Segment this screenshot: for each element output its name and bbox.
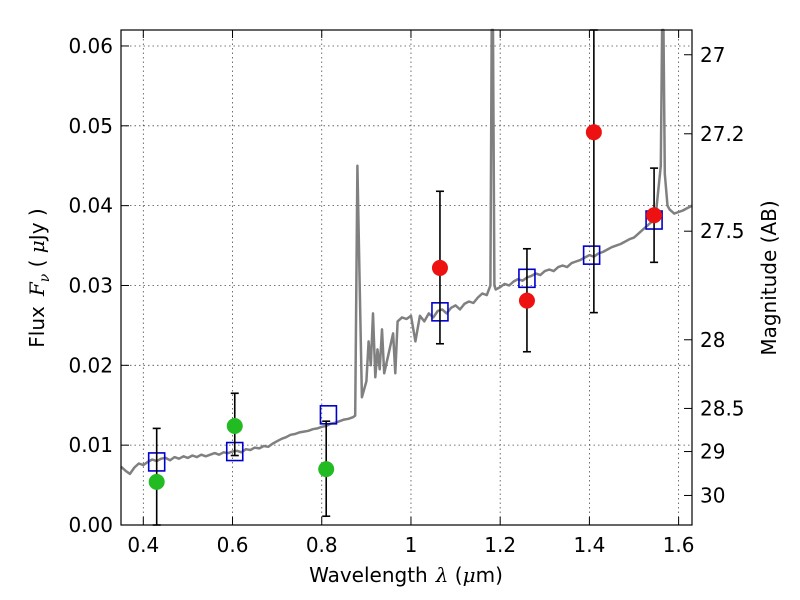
model-square-point [319, 405, 338, 425]
x-tick-label: 0.8 [306, 533, 338, 557]
y-axis-symbol: F [25, 281, 49, 297]
red-data-point [646, 207, 663, 224]
y2-axis-title: Magnitude (AB) [757, 200, 781, 355]
x-axis-units-open: ( [448, 563, 462, 587]
x-axis-units-mu: μ [463, 563, 476, 587]
y-tick-label: 0.04 [68, 194, 113, 218]
ticks: 0.4 0.6 0.8 1 1.2 1.4 1.6 0.00 0.01 0.02 0.03 0.04 0… [68, 30, 745, 557]
x-tick-label: 0.4 [127, 533, 159, 557]
grid [121, 30, 692, 526]
x-tick-label: 1 [405, 533, 418, 557]
y-axis-units-open: ( [25, 253, 49, 274]
red-data-point [431, 259, 448, 276]
x-tick-label: 1.4 [573, 533, 605, 557]
y-tick-label: 0.00 [68, 513, 113, 537]
y-axis-title: Flux Fν ( μJy ) [25, 208, 53, 347]
series-layer [120, 28, 693, 526]
y2-tick-label: 29 [700, 440, 725, 464]
plot-frame [120, 29, 693, 526]
red-data-point [585, 124, 602, 141]
y-tick-label: 0.05 [68, 114, 113, 138]
y2-tick-label: 27 [700, 43, 725, 67]
x-axis-title-prefix: Wavelength [309, 563, 428, 587]
y2-tick-label: 27.2 [700, 122, 745, 146]
y-axis-units-mu: μ [25, 240, 49, 253]
y-axis-title-prefix: Flux [25, 306, 49, 348]
y-tick-label: 0.02 [68, 353, 113, 377]
x-tick-label: 1.2 [484, 533, 516, 557]
y-tick-label: 0.06 [68, 34, 113, 58]
y2-tick-label: 28.5 [700, 396, 745, 420]
y-axis-units-rest: Jy ) [25, 208, 49, 242]
red-data-point [518, 292, 535, 309]
y2-tick-label: 30 [700, 483, 725, 507]
y-tick-label: 0.01 [68, 433, 113, 457]
x-axis-units-rest: m) [476, 563, 503, 587]
y2-tick-label: 28 [700, 328, 725, 352]
model-square-point [582, 245, 601, 265]
y2-tick-label: 27.5 [700, 219, 745, 243]
x-axis-title: Wavelength λ (μm) [309, 563, 503, 587]
x-axis-symbol: λ [435, 563, 449, 587]
x-tick-label: 0.6 [217, 533, 249, 557]
y-axis-subscript: ν [37, 273, 53, 282]
y-tick-label: 0.03 [68, 273, 113, 297]
green-data-point [318, 461, 335, 478]
green-data-point [226, 418, 243, 434]
green-data-point [148, 473, 165, 490]
x-tick-label: 1.6 [663, 533, 695, 557]
plot-background [121, 30, 692, 525]
